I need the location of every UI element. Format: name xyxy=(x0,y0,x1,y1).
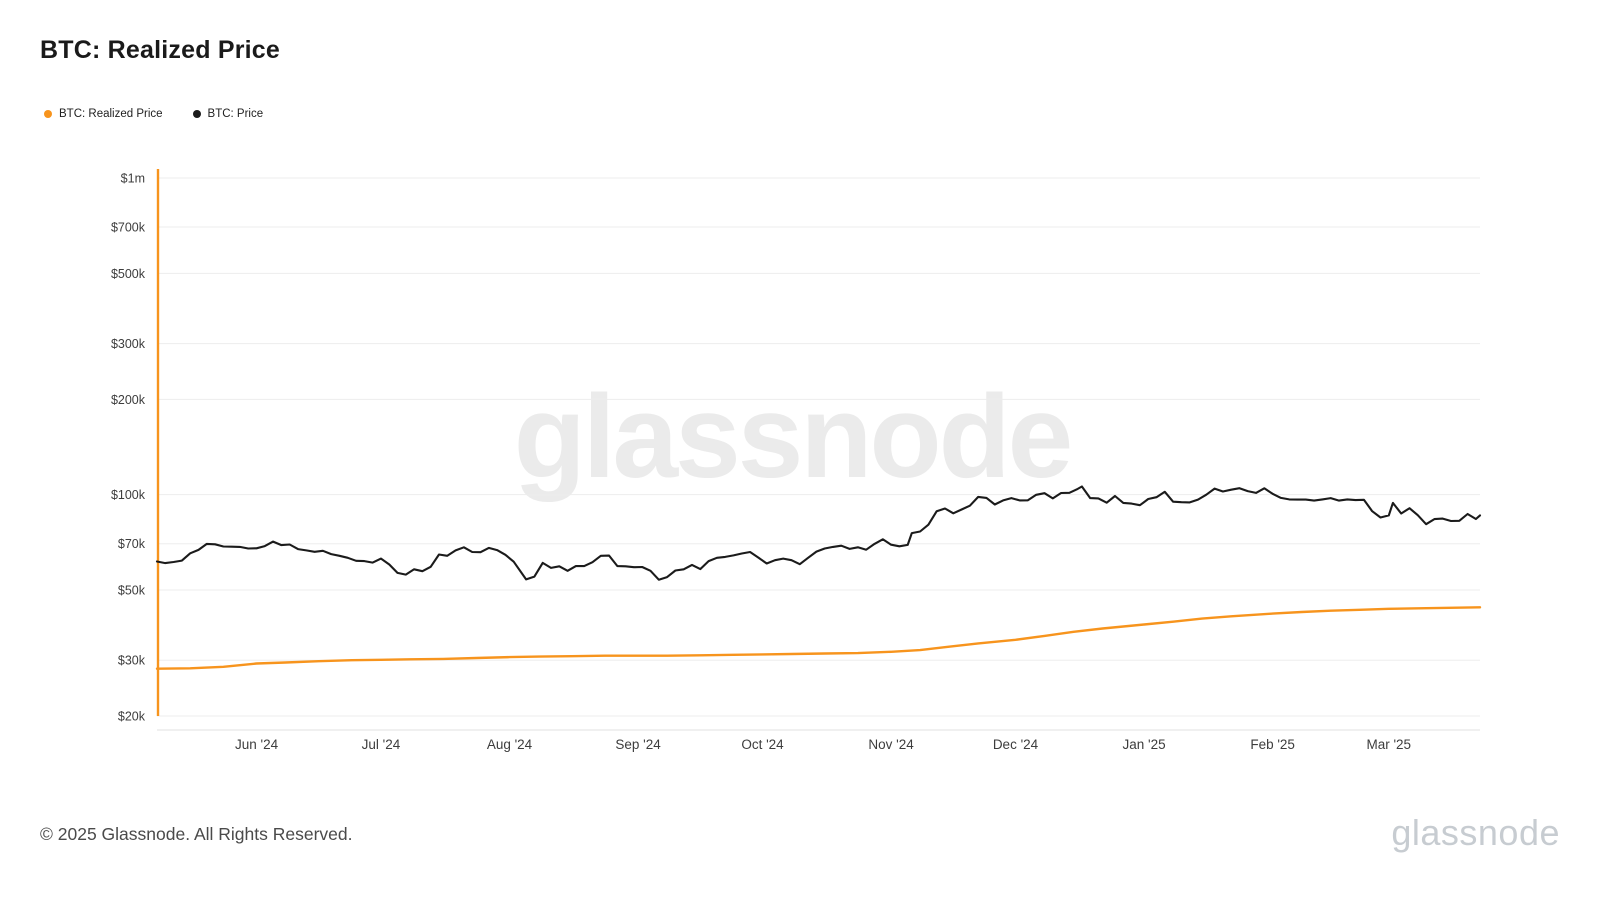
y-axis-tick-label: $50k xyxy=(118,583,146,597)
legend-label-realized-price: BTC: Realized Price xyxy=(59,108,163,120)
x-axis-tick-label: Dec '24 xyxy=(993,737,1039,752)
y-axis-tick-label: $70k xyxy=(118,537,146,551)
y-axis-tick-label: $20k xyxy=(118,710,146,724)
y-axis-tick-label: $500k xyxy=(111,267,146,281)
btc-realized-price-line xyxy=(155,606,1482,670)
x-axis-tick-label: Jul '24 xyxy=(362,737,401,752)
glassnode-logo: glassnode xyxy=(1391,812,1560,853)
x-axis-tick-label: Aug '24 xyxy=(487,737,533,752)
legend-dot-realized-price-icon xyxy=(44,110,52,118)
x-axis-tick-label: Sep '24 xyxy=(615,737,661,752)
btc-price-line xyxy=(155,485,1482,581)
x-axis-tick-label: Jun '24 xyxy=(235,737,279,752)
x-axis-tick-label: Jan '25 xyxy=(1123,737,1166,752)
legend-item-price[interactable]: BTC: Price xyxy=(192,108,264,120)
y-axis-tick-label: $300k xyxy=(111,337,146,351)
y-axis-tick-label: $1m xyxy=(121,172,145,186)
x-axis-tick-label: Mar '25 xyxy=(1366,737,1411,752)
footer-copyright: © 2025 Glassnode. All Rights Reserved. xyxy=(40,824,353,844)
glassnode-watermark: glassnode xyxy=(513,371,1074,503)
x-axis-tick-label: Feb '25 xyxy=(1250,737,1295,752)
x-axis-tick-label: Oct '24 xyxy=(741,737,784,752)
y-axis-tick-label: $100k xyxy=(111,488,146,502)
chart-legend: BTC: Realized Price BTC: Price xyxy=(44,108,263,120)
x-axis-tick-label: Nov '24 xyxy=(868,737,914,752)
legend-dot-price-icon xyxy=(192,110,201,118)
legend-item-realized-price[interactable]: BTC: Realized Price xyxy=(44,108,163,120)
y-axis-tick-label: $200k xyxy=(111,393,146,407)
page-title: BTC: Realized Price xyxy=(40,36,280,64)
y-axis-tick-label: $700k xyxy=(111,221,146,235)
legend-label-price: BTC: Price xyxy=(207,108,264,120)
y-axis-tick-label: $30k xyxy=(118,654,146,668)
